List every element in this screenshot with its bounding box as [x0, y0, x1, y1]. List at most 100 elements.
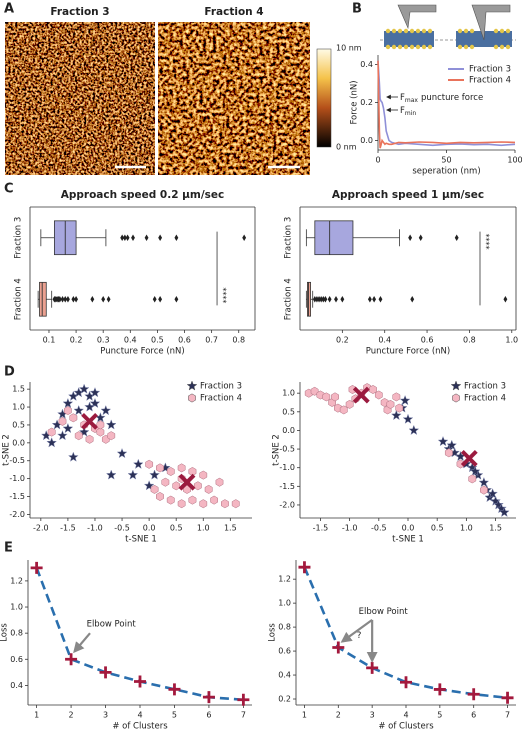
- point-marker: [65, 653, 78, 666]
- point: [210, 495, 218, 505]
- outlier: [410, 296, 415, 303]
- x-tick-label: -2.0: [33, 524, 49, 533]
- panel-label: D: [4, 365, 15, 380]
- y-tick-label: 0.8: [278, 623, 291, 632]
- x-tick-label: 0.6: [421, 336, 434, 345]
- x-tick-label: 3: [370, 711, 375, 720]
- x-tick-label: -1.5: [60, 524, 76, 533]
- y-tick-label: 0.0: [282, 426, 295, 435]
- annotation-main: F: [400, 106, 405, 116]
- point-marker: [332, 641, 345, 654]
- annotation-arrow: [340, 619, 373, 643]
- x-tick-label: 1.5: [224, 524, 237, 533]
- outlier: [367, 296, 372, 303]
- x-tick-label: 1.5: [489, 524, 502, 533]
- point: [177, 499, 186, 509]
- point-marker: [30, 561, 43, 574]
- schematic: [380, 4, 516, 50]
- point-marker: [400, 676, 412, 689]
- outlier: [378, 296, 383, 303]
- y-tick-label: 0.6: [10, 655, 23, 664]
- outlier: [334, 296, 338, 303]
- centroid: [81, 412, 98, 430]
- point: [105, 419, 117, 430]
- point: [127, 469, 139, 480]
- point: [408, 424, 420, 436]
- point: [84, 401, 95, 412]
- outlier: [60, 296, 65, 303]
- point: [374, 390, 383, 400]
- legend-marker: [186, 380, 198, 391]
- x-axis-label: Puncture Force (nN): [100, 347, 184, 357]
- x-tick-label: 0.5: [170, 524, 183, 533]
- point: [193, 481, 202, 491]
- point: [468, 474, 477, 484]
- point: [132, 458, 144, 469]
- x-tick-label: -1.5: [313, 524, 329, 533]
- legend-marker: [452, 393, 460, 403]
- colorbar: [316, 48, 332, 148]
- x-tick-label: 0.0: [402, 524, 415, 533]
- point: [89, 386, 101, 398]
- y-axis-label: t-SNE 2: [2, 434, 12, 466]
- colorbar-label: 0 nm: [336, 143, 357, 152]
- x-tick-label: 4: [403, 711, 408, 720]
- x-tick-label: 0.0: [143, 524, 156, 533]
- y-tick-label: -0.5: [279, 445, 295, 454]
- point: [116, 447, 128, 459]
- y-tick-label: -1.5: [9, 492, 25, 501]
- point: [369, 385, 377, 394]
- y-tick-label: 1.0: [12, 403, 25, 412]
- y-tick-label: 0.4: [360, 60, 373, 69]
- x-tick-label: 7: [241, 711, 246, 720]
- point: [57, 429, 68, 441]
- y-axis-label: t-SNE 2: [272, 434, 282, 466]
- point: [46, 437, 58, 448]
- point: [177, 463, 186, 473]
- point: [399, 394, 411, 406]
- outlier: [327, 296, 332, 303]
- outlier: [120, 234, 125, 241]
- point: [85, 434, 94, 444]
- point: [78, 426, 90, 437]
- point-marker: [202, 691, 215, 704]
- x-tick-label: 6: [206, 711, 211, 720]
- chart-title: Approach speed 0.2 µm/sec: [61, 189, 225, 201]
- outlier: [71, 296, 76, 303]
- point: [390, 409, 402, 421]
- centroid: [352, 386, 370, 404]
- point: [345, 399, 354, 409]
- y-tick-label: Fraction 4: [284, 278, 294, 320]
- point: [310, 386, 319, 396]
- annotation-rest: puncture force: [421, 93, 483, 103]
- point-marker: [298, 561, 311, 574]
- x-tick-label: 4: [137, 711, 142, 720]
- y-axis-label: Loss: [0, 623, 10, 642]
- annotation: ?: [357, 631, 362, 641]
- y-tick-label: -1.5: [279, 482, 295, 491]
- x-tick-label: 2: [336, 711, 341, 720]
- x-tick-label: 100: [507, 156, 522, 165]
- x-axis-label: seperation (nm): [412, 167, 480, 177]
- y-tick-label: 0.5: [12, 420, 25, 429]
- point: [150, 484, 159, 494]
- outlier: [408, 234, 413, 241]
- y-tick-label: 0.5: [282, 407, 295, 416]
- outlier: [321, 296, 326, 303]
- point: [334, 403, 342, 413]
- outlier: [372, 296, 377, 303]
- y-tick-label: -1.0: [279, 463, 295, 472]
- outlier: [174, 296, 179, 303]
- point: [78, 383, 90, 394]
- y-axis-label: Force (nN): [350, 80, 360, 124]
- image-title: Fraction 3: [50, 6, 109, 18]
- y-tick-label: Fraction 4: [14, 278, 24, 320]
- y-tick-label: 0.2: [360, 98, 373, 107]
- annotation: Elbow Point: [87, 620, 137, 630]
- point: [89, 397, 101, 409]
- y-tick-label: 0.2: [278, 695, 291, 704]
- point: [145, 459, 154, 469]
- x-tick-label: 50: [441, 156, 451, 165]
- x-tick-label: 0: [375, 156, 380, 165]
